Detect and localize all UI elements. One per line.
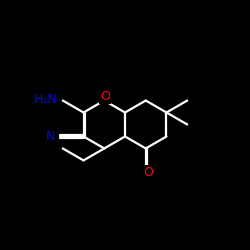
Text: O: O [100,90,110,103]
Text: O: O [143,166,153,179]
Text: H₂N: H₂N [34,93,58,106]
Text: N: N [46,130,56,143]
